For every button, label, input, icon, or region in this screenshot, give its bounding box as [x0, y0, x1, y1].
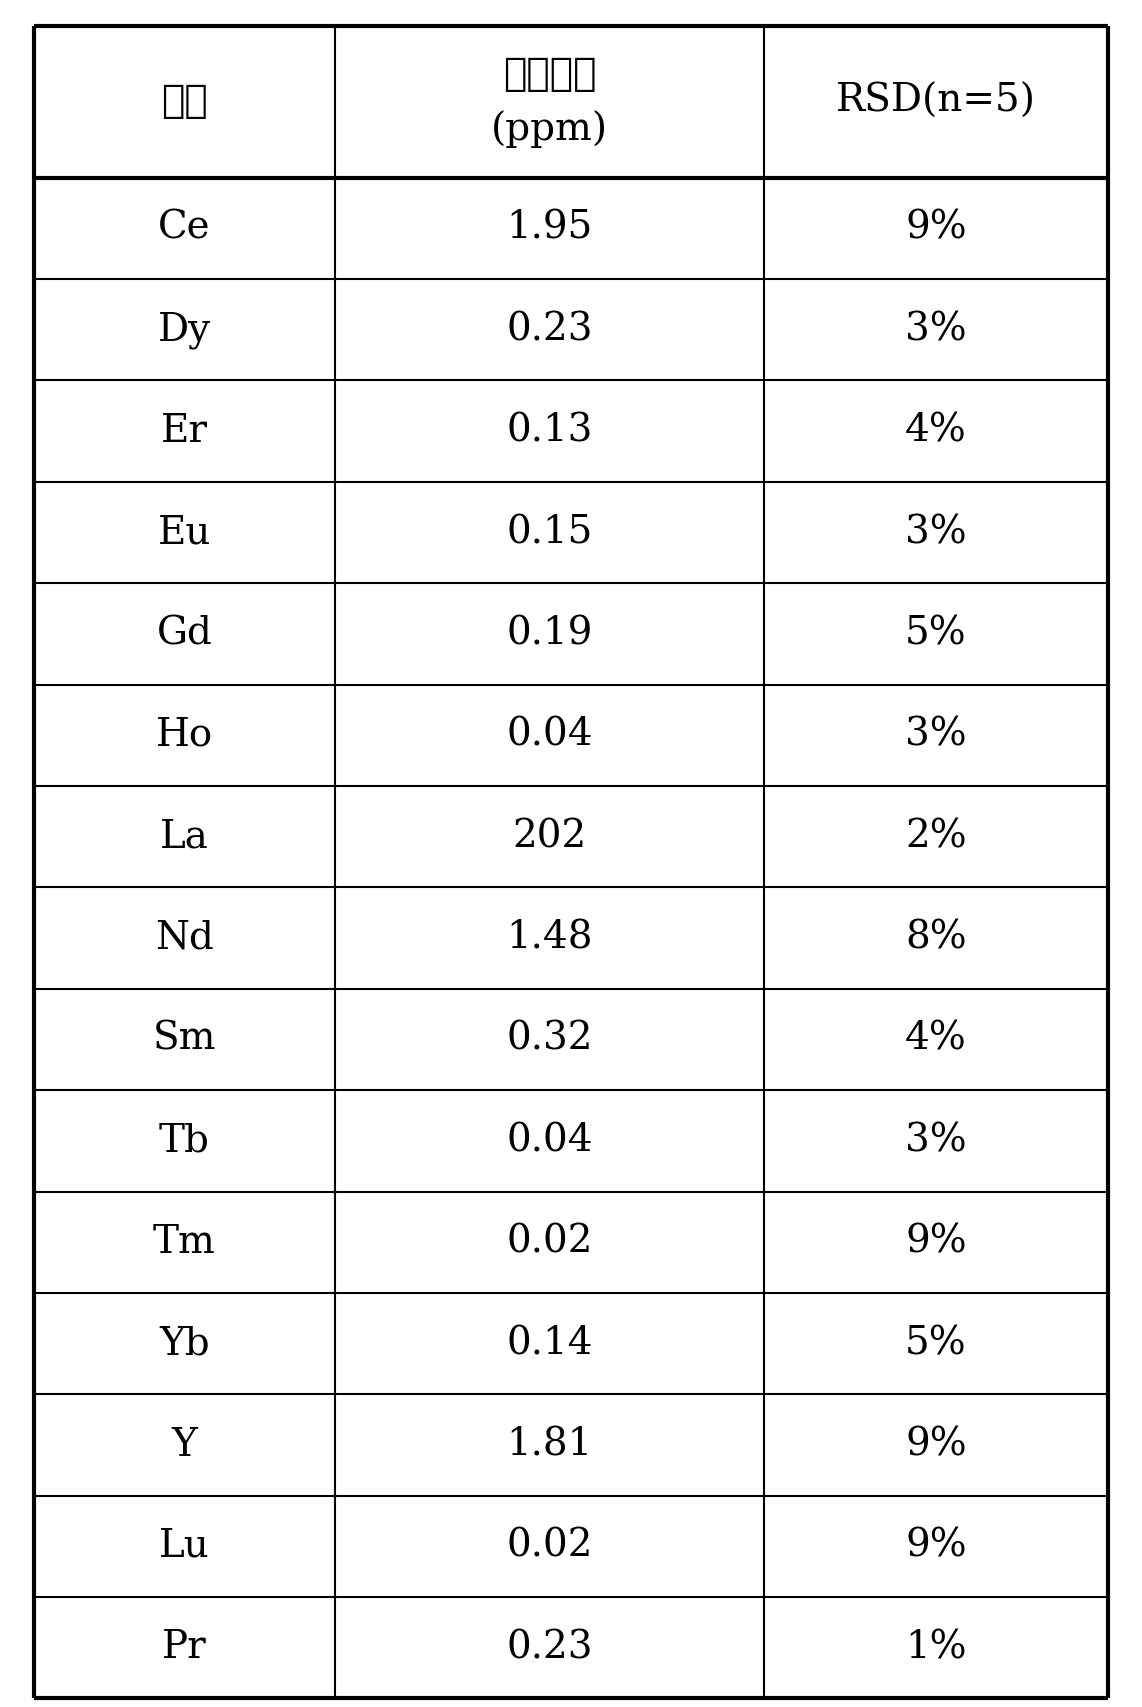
Text: Sm: Sm: [153, 1021, 216, 1058]
Text: 0.15: 0.15: [506, 514, 593, 551]
Text: Lu: Lu: [159, 1528, 210, 1565]
Text: 0.19: 0.19: [506, 616, 593, 652]
Text: 元素含量: 元素含量: [502, 56, 596, 92]
Text: 元素: 元素: [161, 84, 208, 119]
Text: RSD(n=5): RSD(n=5): [836, 84, 1036, 119]
Text: 0.04: 0.04: [506, 717, 593, 754]
Text: 0.02: 0.02: [506, 1528, 593, 1565]
Text: Y: Y: [171, 1427, 198, 1463]
Text: 1%: 1%: [906, 1628, 967, 1666]
Text: (ppm): (ppm): [491, 109, 608, 149]
Text: 8%: 8%: [906, 920, 967, 956]
Text: 2%: 2%: [906, 818, 967, 855]
Text: 3%: 3%: [906, 311, 967, 348]
Text: 4%: 4%: [906, 413, 967, 449]
Text: La: La: [160, 818, 209, 855]
Text: Pr: Pr: [162, 1628, 207, 1666]
Text: Er: Er: [161, 413, 208, 449]
Text: 0.13: 0.13: [506, 413, 593, 449]
Text: 0.32: 0.32: [506, 1021, 593, 1058]
Text: 3%: 3%: [906, 1121, 967, 1159]
Text: 0.04: 0.04: [506, 1121, 593, 1159]
Text: 1.81: 1.81: [506, 1427, 593, 1463]
Text: 0.02: 0.02: [506, 1224, 593, 1261]
Text: 202: 202: [513, 818, 587, 855]
Text: 9%: 9%: [906, 1427, 967, 1463]
Text: 0.23: 0.23: [506, 1628, 593, 1666]
Text: 3%: 3%: [906, 717, 967, 754]
Text: Nd: Nd: [155, 920, 214, 956]
Text: Gd: Gd: [156, 616, 212, 652]
Text: 1.48: 1.48: [506, 920, 593, 956]
Text: 5%: 5%: [906, 616, 967, 652]
Text: 0.23: 0.23: [506, 311, 593, 348]
Text: 9%: 9%: [906, 1528, 967, 1565]
Text: 1.95: 1.95: [506, 210, 593, 248]
Text: Ho: Ho: [156, 717, 214, 754]
Text: 9%: 9%: [906, 210, 967, 248]
Text: 4%: 4%: [906, 1021, 967, 1058]
Text: 5%: 5%: [906, 1325, 967, 1362]
Text: Yb: Yb: [159, 1325, 210, 1362]
Text: 0.14: 0.14: [506, 1325, 593, 1362]
Text: Eu: Eu: [158, 514, 211, 551]
Text: Dy: Dy: [158, 311, 211, 348]
Text: 3%: 3%: [906, 514, 967, 551]
Text: Tb: Tb: [159, 1121, 210, 1159]
Text: Ce: Ce: [159, 210, 211, 248]
Text: Tm: Tm: [153, 1224, 216, 1261]
Text: 9%: 9%: [906, 1224, 967, 1261]
